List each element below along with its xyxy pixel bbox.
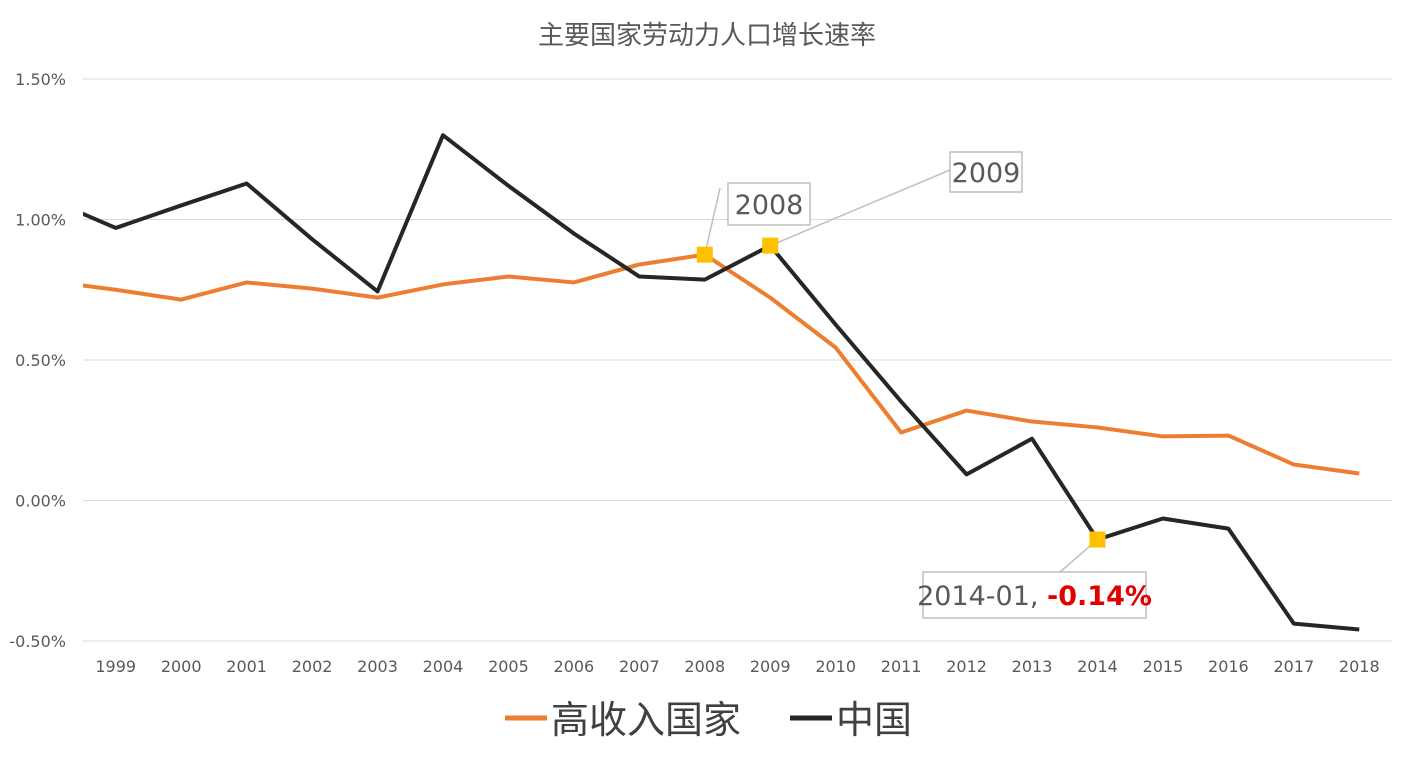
y-tick-label: 1.00% bbox=[15, 211, 66, 230]
x-tick-label: 2009 bbox=[750, 657, 791, 676]
y-tick-label: 0.50% bbox=[15, 351, 66, 370]
label-box bbox=[922, 571, 1147, 619]
legend: 高收入国家 中国 bbox=[505, 698, 912, 742]
label-category: 2008 bbox=[735, 190, 804, 221]
x-tick-label: 2001 bbox=[226, 657, 267, 676]
x-tick-label: 2012 bbox=[946, 657, 987, 676]
data-label-2009: 2009 bbox=[762, 151, 1023, 254]
leader-line bbox=[704, 187, 721, 255]
label-box bbox=[949, 151, 1023, 193]
series-line-high-income bbox=[83, 252, 1360, 476]
x-tick-label: 2011 bbox=[881, 657, 922, 676]
series-line-china bbox=[83, 133, 1360, 632]
x-tick-label: 2002 bbox=[292, 657, 333, 676]
y-tick-label: 1.50% bbox=[15, 70, 66, 89]
x-tick-label: 2007 bbox=[619, 657, 660, 676]
label-category: 2009 bbox=[952, 158, 1021, 189]
x-tick-label: 2006 bbox=[554, 657, 595, 676]
data-label-2014: 2014-01, -0.14% bbox=[917, 531, 1152, 619]
label-text: 2008 bbox=[735, 190, 804, 221]
leader-line bbox=[769, 169, 951, 247]
chart-title: 主要国家劳动力人口增长速率 bbox=[538, 21, 876, 51]
data-label-2008: 2008 bbox=[696, 182, 811, 263]
x-tick-label: 2008 bbox=[684, 657, 725, 676]
x-tick-label: 2005 bbox=[488, 657, 529, 676]
label-category: 2014-01, bbox=[917, 581, 1047, 612]
x-tick-label: 2018 bbox=[1339, 657, 1380, 676]
x-tick-label: 2014 bbox=[1077, 657, 1118, 676]
legend-label-china: 中国 bbox=[836, 698, 912, 742]
label-text: 2009 bbox=[952, 158, 1021, 189]
label-value: -0.14% bbox=[1047, 581, 1152, 612]
label-box bbox=[727, 182, 811, 226]
x-tick-label: 2004 bbox=[423, 657, 464, 676]
label-text: 2014-01, -0.14% bbox=[917, 581, 1152, 612]
y-tick-label: -0.50% bbox=[9, 632, 66, 651]
legend-label-high-income: 高收入国家 bbox=[551, 698, 741, 742]
x-tick-label: 2003 bbox=[357, 657, 398, 676]
x-tick-label: 2000 bbox=[161, 657, 202, 676]
highlight-marker bbox=[762, 237, 779, 254]
x-tick-label: 2013 bbox=[1012, 657, 1053, 676]
y-tick-label: 0.00% bbox=[15, 492, 66, 511]
x-tick-label: 2017 bbox=[1273, 657, 1314, 676]
x-tick-label: 2010 bbox=[815, 657, 856, 676]
x-tick-label: 1999 bbox=[95, 657, 136, 676]
highlight-marker bbox=[696, 246, 713, 263]
highlight-marker bbox=[1089, 531, 1106, 548]
x-tick-label: 2015 bbox=[1143, 657, 1184, 676]
x-tick-label: 2016 bbox=[1208, 657, 1249, 676]
